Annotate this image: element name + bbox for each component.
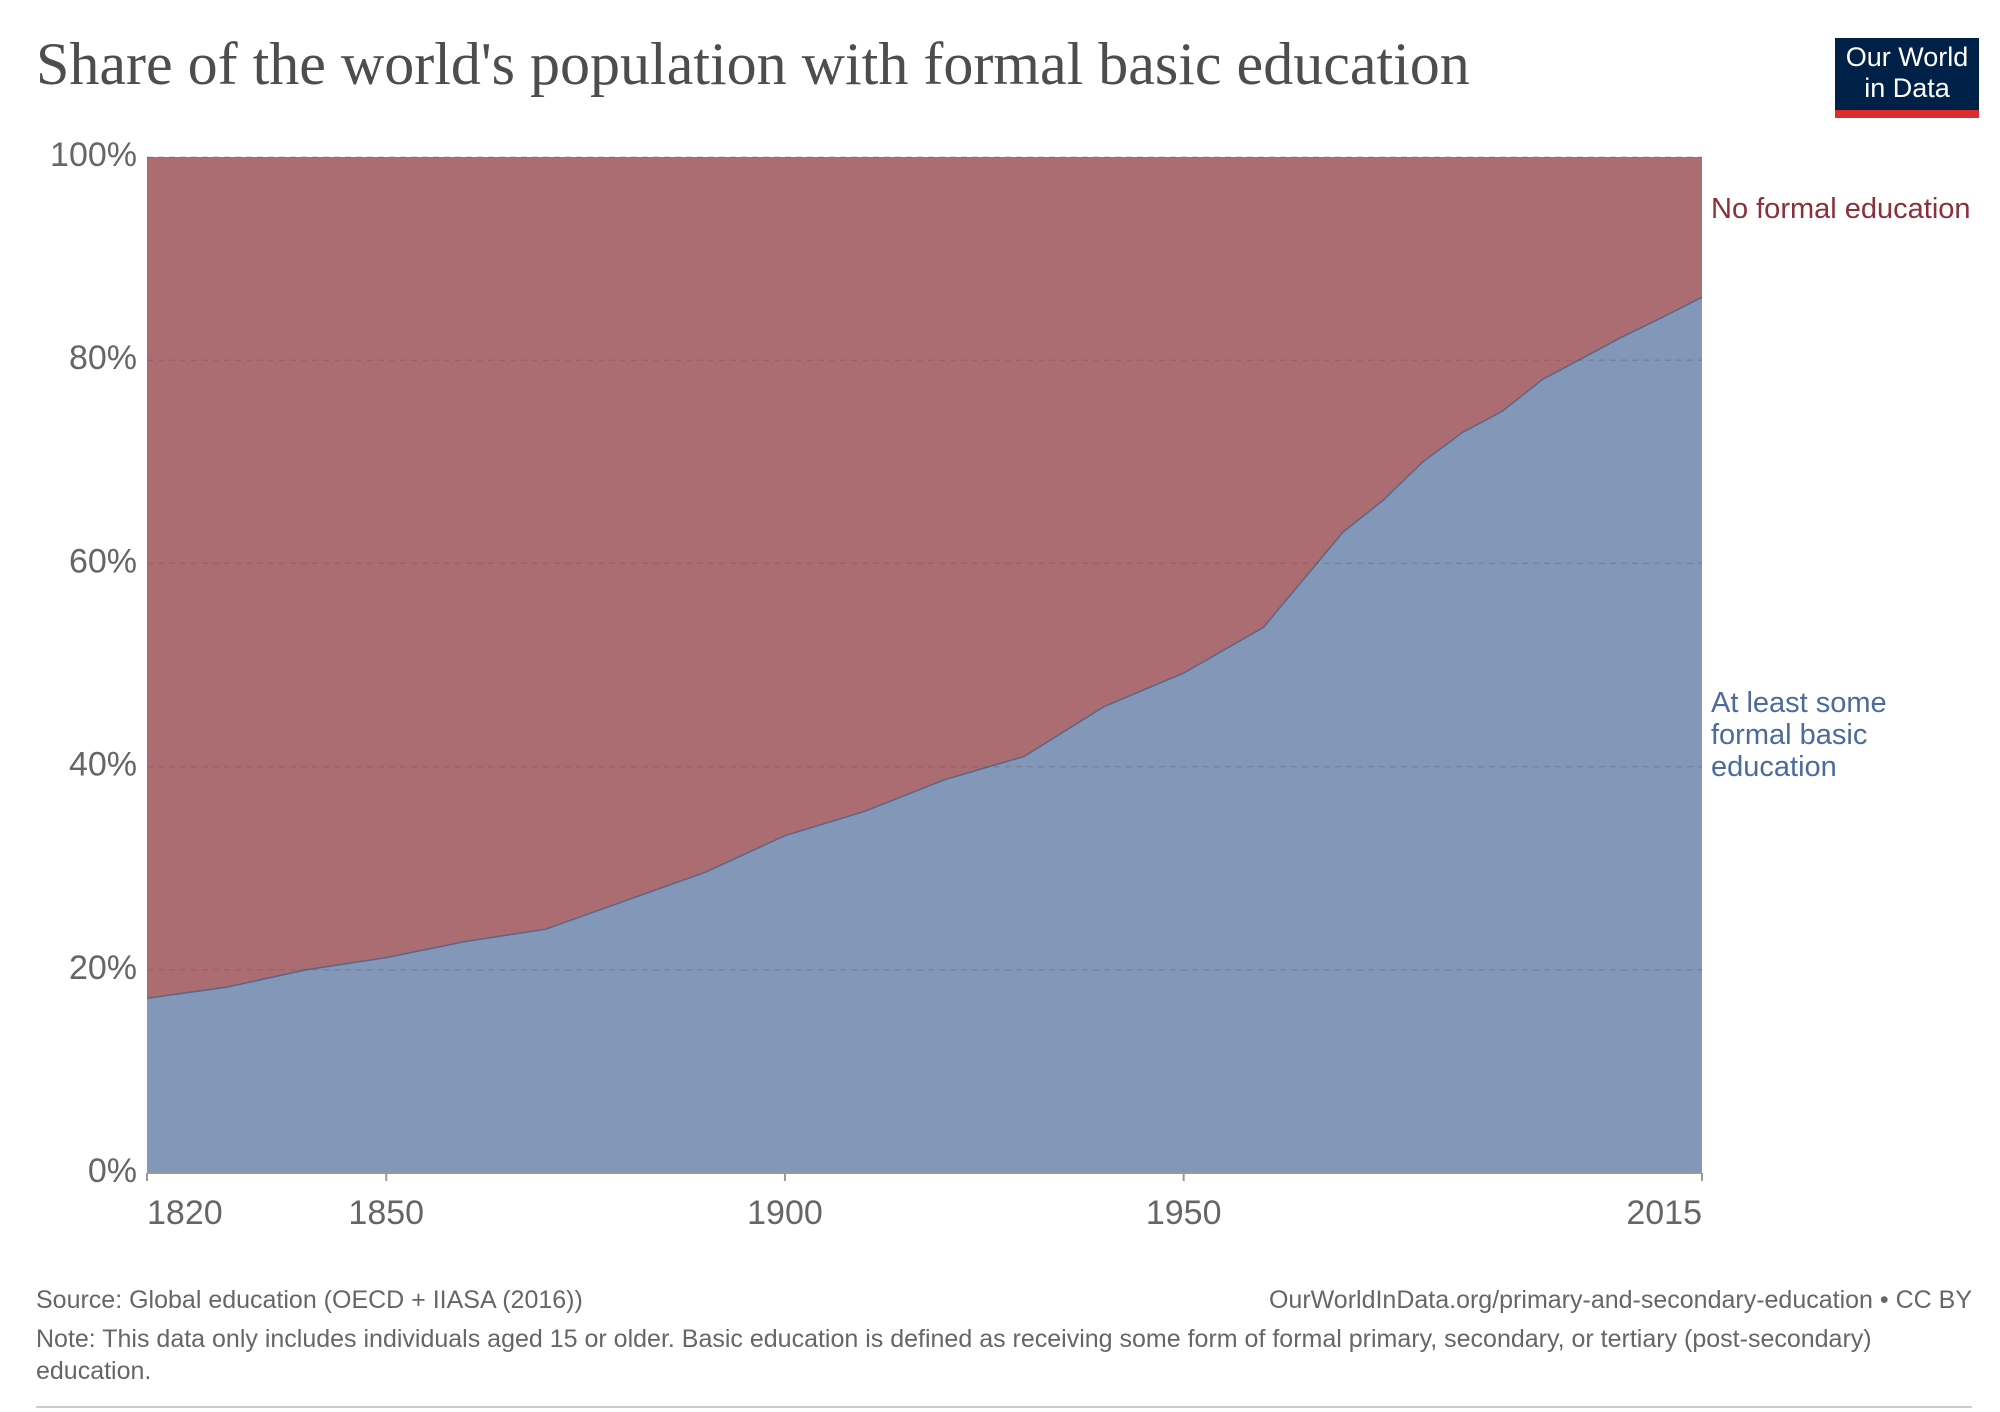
y-tick-label: 60% [69,542,137,580]
y-tick-label: 100% [50,136,137,174]
area [147,157,1702,999]
source: Source: Global education (OECD + IIASA (… [36,1286,583,1314]
y-tick-label: 0% [88,1152,137,1190]
area [147,297,1702,1173]
series-label: At least some formal basic education [1711,687,1887,784]
note: Note: This data only includes individual… [36,1325,1872,1385]
x-tick-label: 1950 [1146,1194,1222,1232]
boundary-line [146,296,1703,999]
url[interactable]: OurWorldInData.org/primary-and-secondary… [1268,1286,1972,1314]
y-tick-label: 20% [69,949,137,987]
x-tick-label: 1900 [747,1194,823,1232]
x-tick-label: 2015 [1626,1194,1702,1232]
y-tick-label: 80% [69,339,137,377]
x-tick-label: 1820 [147,1194,223,1232]
series-label: No formal education [1711,193,1971,225]
y-tick-label: 40% [69,746,137,784]
chart-title: Share of the world's population with for… [36,31,1470,97]
rule [36,1406,1972,1408]
x-tick-label: 1850 [348,1194,424,1232]
logo[interactable]: Our World in Data [1835,38,1979,118]
